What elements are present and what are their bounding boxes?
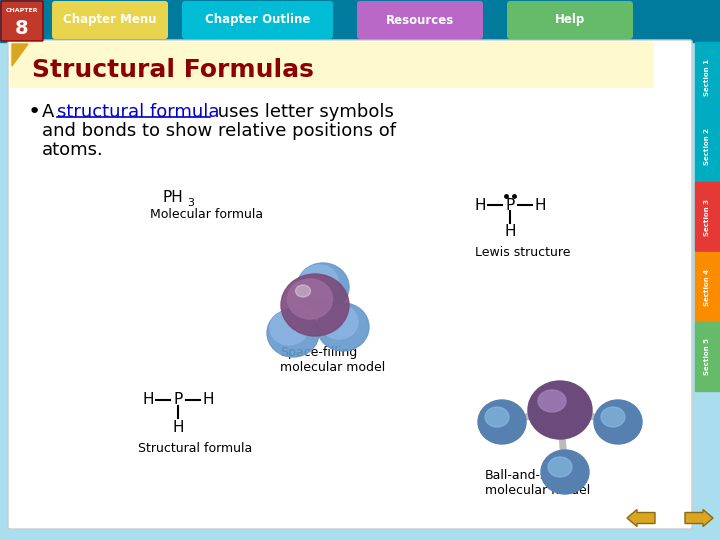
Text: 8: 8 [15, 18, 29, 37]
Text: uses letter symbols: uses letter symbols [212, 103, 394, 121]
Bar [0, 0, 720, 42]
FancyBboxPatch shape [182, 1, 333, 39]
Text: H: H [534, 198, 546, 213]
FancyBboxPatch shape [507, 1, 633, 39]
Bar [695, 42, 720, 111]
Ellipse shape [287, 279, 333, 319]
Text: Section 2: Section 2 [704, 129, 710, 165]
FancyArrow shape [627, 510, 655, 526]
Ellipse shape [548, 457, 572, 477]
Text: Chapter Menu: Chapter Menu [63, 14, 157, 26]
Ellipse shape [281, 274, 349, 336]
Ellipse shape [485, 407, 509, 427]
Bar [695, 322, 720, 391]
Text: Section 1: Section 1 [704, 58, 710, 96]
Text: structural formula: structural formula [57, 103, 220, 121]
Text: CHAPTER: CHAPTER [6, 9, 38, 14]
Text: Lewis structure: Lewis structure [475, 246, 570, 260]
Text: H: H [474, 198, 486, 213]
Ellipse shape [538, 390, 566, 412]
Ellipse shape [320, 305, 358, 339]
Bar [695, 112, 720, 181]
Text: Resources: Resources [386, 14, 454, 26]
Ellipse shape [594, 400, 642, 444]
Text: Space-filling
molecular model: Space-filling molecular model [280, 346, 385, 374]
Text: atoms.: atoms. [42, 141, 104, 159]
Text: Section 5: Section 5 [704, 339, 710, 375]
Ellipse shape [270, 311, 308, 345]
Text: •: • [28, 102, 41, 122]
Text: Ball-and-stick
molecular model: Ball-and-stick molecular model [485, 469, 590, 497]
Text: Section 4: Section 4 [704, 268, 710, 306]
Text: H: H [143, 393, 154, 408]
FancyArrow shape [685, 510, 713, 526]
FancyBboxPatch shape [52, 1, 168, 39]
Polygon shape [12, 44, 28, 66]
Text: Structural formula: Structural formula [138, 442, 252, 455]
Ellipse shape [601, 407, 625, 427]
Ellipse shape [300, 265, 338, 299]
Ellipse shape [478, 400, 526, 444]
Bar [695, 252, 720, 321]
Text: A: A [42, 103, 60, 121]
Text: H: H [504, 225, 516, 240]
Bar [695, 182, 720, 251]
Text: Molecular formula: Molecular formula [150, 208, 263, 221]
Ellipse shape [317, 303, 369, 351]
Text: Chapter Outline: Chapter Outline [204, 14, 310, 26]
FancyBboxPatch shape [8, 40, 692, 529]
Text: P: P [505, 198, 515, 213]
FancyBboxPatch shape [357, 1, 483, 39]
Text: H: H [202, 393, 214, 408]
Text: PH: PH [163, 191, 184, 206]
FancyBboxPatch shape [10, 42, 654, 88]
FancyBboxPatch shape [1, 1, 43, 41]
Text: 3: 3 [187, 198, 194, 208]
Text: Help: Help [555, 14, 585, 26]
Ellipse shape [267, 309, 319, 357]
Ellipse shape [528, 381, 592, 439]
Text: and bonds to show relative positions of: and bonds to show relative positions of [42, 122, 396, 140]
Text: P: P [174, 393, 183, 408]
Ellipse shape [541, 450, 589, 494]
Text: Section 3: Section 3 [704, 199, 710, 235]
Ellipse shape [297, 263, 349, 311]
Text: Structural Formulas: Structural Formulas [32, 58, 314, 82]
Ellipse shape [295, 285, 310, 297]
Text: H: H [172, 420, 184, 435]
